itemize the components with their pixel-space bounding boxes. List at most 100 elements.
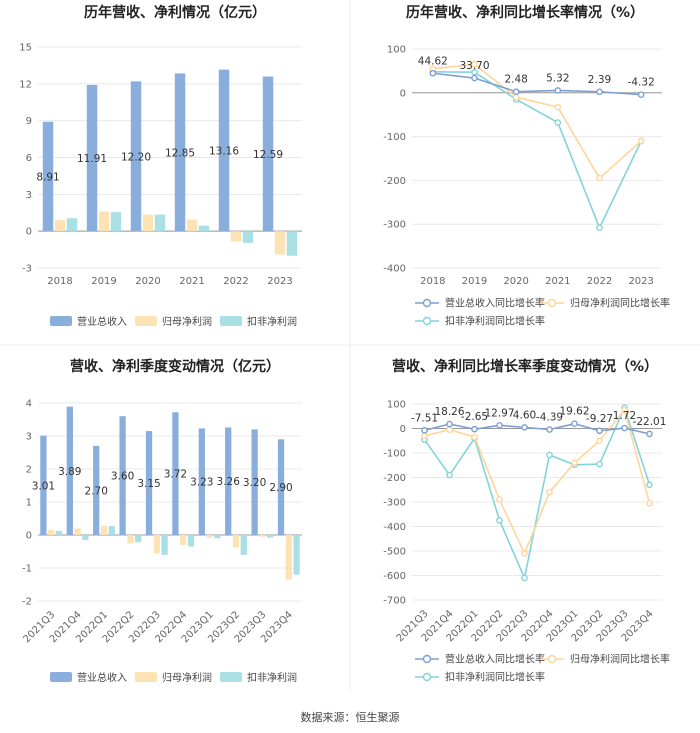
y-tick-label: -400 xyxy=(383,522,406,533)
y-tick-label: -500 xyxy=(383,547,406,558)
legend-label-revenue: 营业总收入 xyxy=(77,315,127,328)
legend-label-deducted-profit: 扣非净利润 xyxy=(247,671,297,684)
y-tick-label: -1 xyxy=(22,564,32,575)
x-tick-label: 2018 xyxy=(47,276,72,287)
legend-marker-revenue xyxy=(422,654,432,664)
bar-parent-profit xyxy=(285,535,292,580)
legend-marker-deducted-profit xyxy=(422,672,432,682)
point-deducted-profit xyxy=(596,460,603,468)
line-parent-profit xyxy=(432,63,642,180)
revenue-value-label: 3.15 xyxy=(137,478,160,490)
y-tick-label: 9 xyxy=(26,116,32,127)
point-parent-profit xyxy=(646,499,653,507)
point-revenue xyxy=(554,87,562,94)
bar-deducted-profit xyxy=(154,214,166,232)
point-revenue xyxy=(471,425,478,433)
point-revenue xyxy=(646,430,653,438)
legend-label-deducted-profit: 扣非净利润同比增长率 xyxy=(445,671,545,684)
y-tick-label: 3 xyxy=(26,190,32,201)
point-deducted-profit xyxy=(521,574,528,582)
x-tick-label: 2022 xyxy=(587,276,612,287)
point-revenue xyxy=(421,427,428,434)
point-deducted-profit xyxy=(446,471,453,479)
bar-revenue xyxy=(198,428,205,535)
revenue-value-label: 2.70 xyxy=(85,485,108,497)
point-parent-profit xyxy=(596,437,603,445)
legend-label-parent-profit: 归母净利润同比增长率 xyxy=(570,297,670,310)
bar-deducted-profit xyxy=(66,218,78,232)
y-tick-label: 0 xyxy=(400,424,406,435)
legend-swatch-deducted-profit xyxy=(220,316,242,326)
legend-swatch-parent-profit xyxy=(135,316,157,326)
legend-swatch-parent-profit xyxy=(135,672,157,682)
revenue-value-label: 11.91 xyxy=(77,153,107,165)
bar-revenue xyxy=(42,121,54,232)
point-revenue xyxy=(512,88,520,96)
y-tick-label: -200 xyxy=(383,473,406,484)
y-tick-label: 100 xyxy=(387,400,406,411)
y-tick-label: -700 xyxy=(383,596,406,607)
bar-parent-profit xyxy=(206,535,213,538)
x-tick-label: 2018 xyxy=(420,276,445,287)
y-tick-label: -2 xyxy=(22,597,32,608)
legend-swatch-revenue xyxy=(50,316,72,326)
bar-deducted-profit xyxy=(161,535,168,555)
point-parent-profit xyxy=(471,433,478,441)
point-deducted-profit xyxy=(554,119,562,126)
point-parent-profit xyxy=(471,61,478,68)
bar-deducted-profit xyxy=(187,535,195,547)
x-tick-label: 2019 xyxy=(91,276,116,287)
bar-revenue xyxy=(145,431,153,535)
revenue-value-label: 12.59 xyxy=(253,149,283,161)
point-parent-profit xyxy=(446,426,453,434)
x-tick-label: 2020 xyxy=(503,276,528,287)
y-tick-label: -400 xyxy=(383,264,406,275)
bar-revenue xyxy=(119,416,126,535)
bar-deducted-profit xyxy=(240,535,247,555)
revenue-value-label: 2.90 xyxy=(269,482,292,494)
point-revenue xyxy=(596,88,603,96)
growth-value-label: 4.60 xyxy=(513,409,536,421)
x-tick-label: 2020 xyxy=(135,276,160,287)
annual-revenue-profit-chart: 历年营收、净利情况（亿元） -3 0 3 6 9 12 15 2018 2019 2020 2021 2… xyxy=(19,4,302,328)
line-revenue xyxy=(424,422,650,435)
growth-value-label: 18.26 xyxy=(434,406,464,418)
bar-parent-profit xyxy=(48,530,55,535)
bar-revenue xyxy=(86,84,98,232)
quarterly-revenue-profit-chart: 营收、净利季度变动情况（亿元）-2-1012342021Q32021Q42022… xyxy=(21,358,302,684)
chart-title: 营收、净利季度变动情况（亿元） xyxy=(70,358,280,375)
y-tick-label: -300 xyxy=(383,498,406,509)
point-parent-profit xyxy=(596,174,603,182)
y-tick-label: -300 xyxy=(383,220,406,231)
revenue-value-label: 13.16 xyxy=(209,145,239,157)
legend-marker-revenue xyxy=(422,298,432,308)
point-parent-profit xyxy=(421,432,428,440)
point-revenue xyxy=(429,69,437,77)
legend-label-revenue: 营业总收入 xyxy=(77,671,127,684)
point-revenue xyxy=(596,427,603,435)
legend-label-parent-profit: 归母净利润 xyxy=(162,315,212,328)
legend-label-deducted-profit: 扣非净利润同比增长率 xyxy=(445,315,545,328)
bar-parent-profit xyxy=(74,528,81,535)
point-revenue xyxy=(521,424,528,431)
bar-deducted-profit xyxy=(293,535,300,575)
point-revenue xyxy=(621,424,628,432)
bar-parent-profit xyxy=(232,535,240,548)
growth-value-label: 1.72 xyxy=(613,410,636,422)
growth-value-label: 2.48 xyxy=(504,74,527,86)
bar-revenue xyxy=(277,439,285,535)
legend-marker-parent-profit xyxy=(547,298,557,308)
line-revenue xyxy=(432,72,642,96)
revenue-value-label: 3.60 xyxy=(111,471,134,483)
bar-parent-profit xyxy=(186,219,198,232)
y-tick-label: 12 xyxy=(19,79,32,90)
point-deducted-profit xyxy=(596,224,603,232)
y-tick-label: -100 xyxy=(383,132,406,143)
bar-parent-profit xyxy=(100,525,108,535)
revenue-value-label: 3.89 xyxy=(58,466,81,478)
y-tick-label: 6 xyxy=(26,153,32,164)
y-tick-label: 2 xyxy=(26,465,32,476)
annual-growth-rate-chart: 历年营收、净利同比增长率情况（%） -400 -300 -200 -100 0 100 201… xyxy=(383,4,670,328)
point-deducted-profit xyxy=(496,517,503,524)
x-tick-label: 2021 xyxy=(179,276,204,287)
